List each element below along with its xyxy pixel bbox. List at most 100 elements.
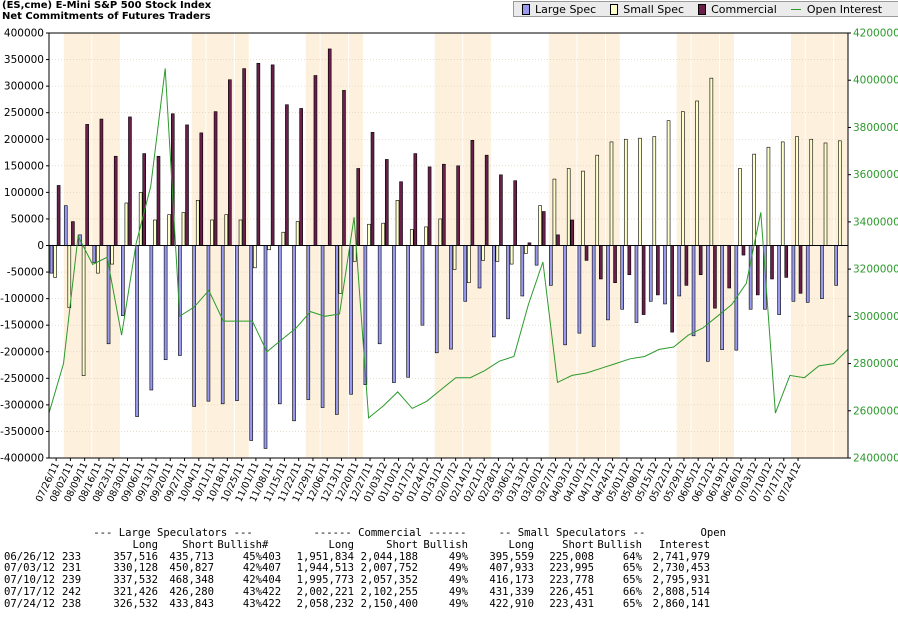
bar-commercial — [727, 245, 731, 289]
table-cell: 49% — [448, 574, 468, 587]
bar-small-spec — [210, 219, 214, 246]
bar-large-spec — [449, 245, 453, 350]
bar-large-spec — [634, 245, 639, 323]
table-cell: Short — [182, 538, 214, 551]
bar-small-spec — [124, 202, 129, 246]
left-axis-tick-label: -400000 — [0, 453, 44, 465]
table-cell: 403 — [262, 550, 282, 563]
table-cell: 1,995,773 — [296, 574, 354, 587]
table-cell: 433,843 — [169, 597, 214, 610]
table-cell: 1,951,834 — [296, 550, 354, 563]
legend-item-small-spec: Small Spec — [610, 3, 684, 16]
table-header-columns: Long Short Bullish # Long Short Bullish Long Sho… — [4, 538, 726, 552]
bar-small-spec — [424, 226, 428, 246]
bar-small-spec — [338, 245, 343, 294]
left-axis-tick-label: -300000 — [0, 399, 44, 411]
table-cell: 321,426 — [113, 585, 158, 598]
table-cell: Interest — [658, 538, 710, 551]
bar-large-spec — [777, 245, 781, 315]
legend-label: Open Interest — [806, 2, 883, 16]
table-cell: 226,451 — [549, 585, 594, 598]
bar-commercial — [56, 185, 61, 246]
table-cell: 2,057,352 — [360, 574, 418, 587]
bar-large-spec — [121, 245, 125, 316]
table-cell: 422 — [262, 597, 282, 610]
table-cell: 2,044,188 — [360, 550, 418, 563]
table-cell: Long — [328, 538, 354, 551]
table-cell: Long — [508, 538, 534, 551]
bar-commercial — [613, 245, 617, 283]
bar-large-spec — [706, 245, 710, 362]
bar-commercial — [185, 124, 189, 246]
right-axis-tick-label: 2400000 — [853, 453, 898, 465]
left-axis-tick-label: 100000 — [4, 187, 44, 199]
bar-large-spec — [420, 245, 425, 326]
bar-small-spec — [552, 178, 557, 246]
right-axis-tick-label: 3400000 — [853, 216, 898, 228]
bar-commercial — [142, 153, 147, 246]
left-axis-tick-label: 250000 — [4, 107, 44, 119]
left-axis-tick-label: 200000 — [4, 134, 44, 146]
bar-small-spec — [709, 77, 714, 246]
bar-large-spec — [491, 245, 496, 338]
left-axis-tick-label: 400000 — [4, 28, 44, 40]
bar-small-spec — [267, 245, 271, 251]
right-axis-tick-label: 3800000 — [853, 122, 898, 134]
bar-small-spec — [538, 205, 542, 246]
table-cell: 49% — [448, 585, 468, 598]
bar-commercial — [456, 165, 460, 246]
bar-large-spec — [791, 245, 796, 302]
table-cell: Short — [562, 538, 594, 551]
bar-small-spec — [666, 120, 671, 246]
table-group-header: --- Large Speculators --- — [93, 527, 253, 539]
table-row: 07/24/12 238 326,532 433,843 43% 422 2,058,232… — [4, 597, 726, 611]
table-cell: 42% — [242, 574, 262, 587]
bar-commercial — [713, 245, 717, 309]
bar-large-spec — [691, 245, 696, 337]
bar-small-spec — [238, 219, 243, 246]
legend-label: Small Spec — [623, 2, 685, 16]
bar-small-spec — [524, 245, 528, 254]
right-axis-tick-label: 3200000 — [853, 264, 898, 276]
bar-large-spec — [349, 245, 353, 395]
left-axis-tick-label: -150000 — [0, 320, 44, 332]
left-axis-tick-label: -250000 — [0, 373, 44, 385]
left-axis-tick-label: -350000 — [0, 426, 44, 438]
left-axis-tick-label: -200000 — [0, 346, 44, 358]
table-cell: 65% — [622, 574, 642, 587]
table-group-header: Open — [700, 527, 726, 539]
bar-commercial — [242, 68, 246, 246]
bar-commercial — [442, 163, 446, 246]
table-cell: 65% — [622, 597, 642, 610]
bar-small-spec — [181, 212, 186, 246]
cot-chart: 400000 350000 300000 250000 200000 150000 1000… — [0, 28, 898, 504]
bar-large-spec — [620, 245, 624, 310]
table-cell: 2,808,514 — [652, 585, 710, 598]
table-cell: 223,995 — [549, 562, 594, 575]
bar-small-spec — [409, 229, 414, 246]
legend-swatch — [610, 3, 619, 15]
bar-small-spec — [281, 231, 286, 246]
table-row: 07/10/12 239 337,532 468,348 42% 404 1,995,773… — [4, 574, 726, 587]
left-axis-tick-label: 300000 — [4, 81, 44, 93]
table-cell: 422,910 — [489, 597, 534, 610]
bar-commercial — [370, 132, 375, 246]
table-cell: 2,002,221 — [296, 585, 354, 598]
legend-item-commercial: Commercial — [698, 3, 777, 16]
right-axis-tick-label: 3600000 — [853, 169, 898, 181]
table-cell: 42% — [242, 562, 262, 575]
left-axis-tick-label: 350000 — [4, 54, 44, 66]
bar-commercial — [741, 245, 746, 256]
bar-commercial — [755, 245, 760, 296]
table-header-groups: --- Large Speculators --- ------ Commerci… — [4, 527, 726, 540]
bar-small-spec — [67, 245, 72, 308]
table-cell: 2,795,931 — [652, 574, 710, 587]
table-cell: 2,058,232 — [296, 597, 354, 610]
chart-title-line2: Net Commitments of Futures Traders — [2, 11, 211, 22]
bar-commercial — [684, 245, 689, 286]
bar-small-spec — [766, 146, 771, 246]
table-cell: 45% — [242, 550, 262, 563]
table-cell: 404 — [262, 574, 282, 587]
table-cell: 407 — [262, 562, 282, 575]
table-cell: 07/24/12 — [4, 597, 56, 610]
